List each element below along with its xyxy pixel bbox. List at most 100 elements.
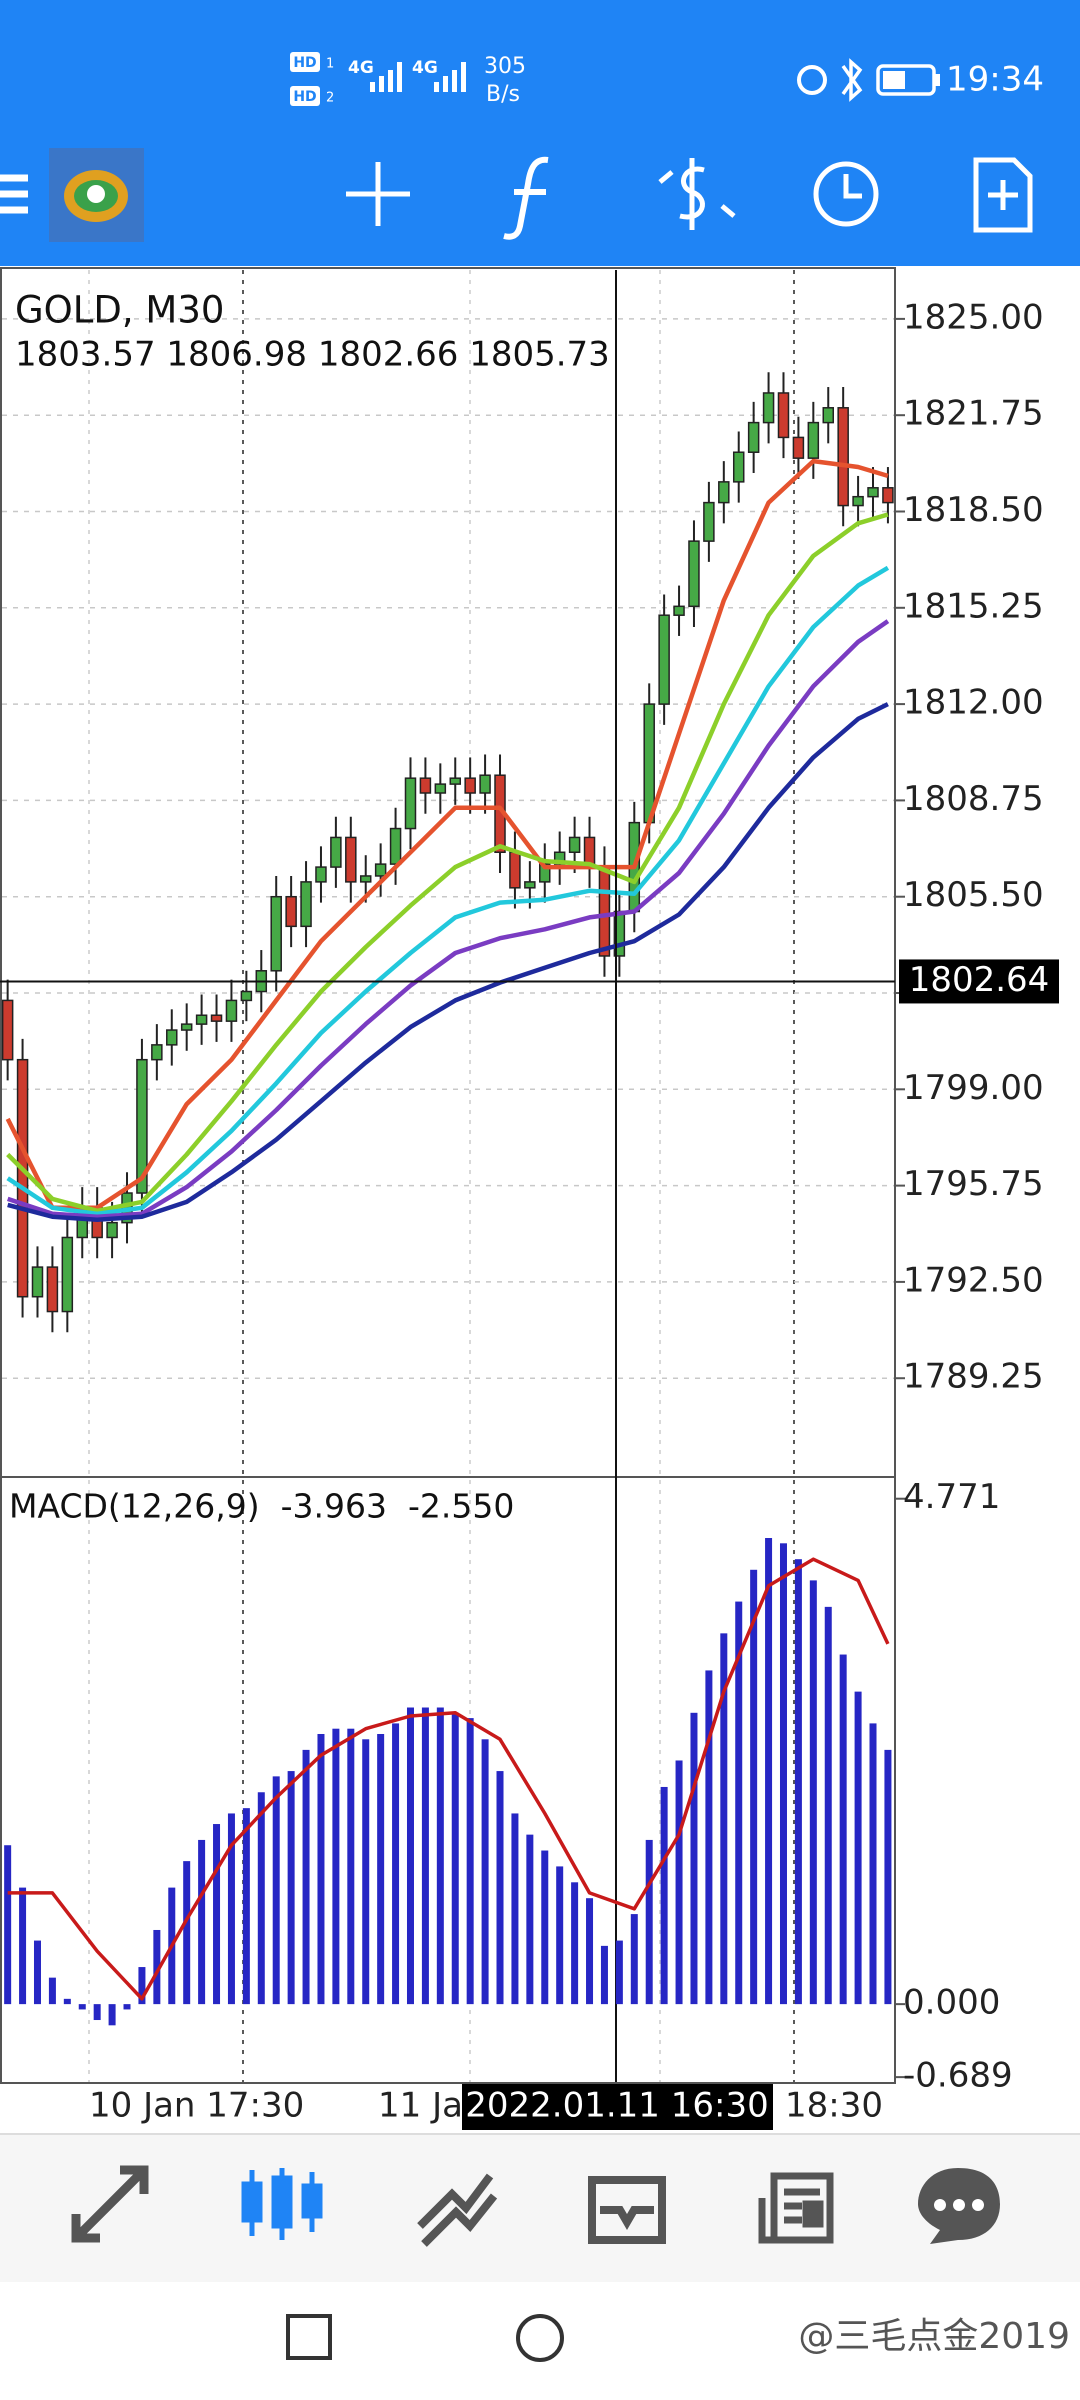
menu-button[interactable]	[0, 174, 28, 214]
histogram-bar	[541, 1850, 549, 2005]
quotes-tab[interactable]	[71, 2165, 149, 2243]
histogram-bar	[750, 1569, 758, 2005]
hd-text: HD	[293, 89, 316, 105]
clock: 19:34	[946, 60, 1044, 100]
recents-button[interactable]	[286, 2314, 332, 2360]
histogram-bar	[765, 1538, 773, 2005]
candle-body	[509, 851, 521, 889]
app-logo[interactable]	[49, 148, 144, 242]
chart-tab[interactable]	[241, 2168, 323, 2240]
y-tick-label: 1789.25	[903, 1357, 1044, 1397]
candle-body	[106, 1221, 118, 1239]
candle-body	[703, 501, 715, 542]
ohlc-values: 1803.57 1806.98 1802.66 1805.73	[15, 335, 610, 375]
histogram-bar	[48, 1977, 56, 2005]
candle-body	[31, 1266, 44, 1298]
histogram-bar	[481, 1739, 489, 2005]
candle-body	[718, 481, 730, 504]
news-tab[interactable]	[758, 2172, 834, 2244]
candle-body	[330, 836, 342, 868]
histogram-bar	[466, 1718, 474, 2005]
candle-body	[762, 392, 775, 424]
chart-layer: 1825.00 1821.75 1818.50 1815.25 1812.00 1808.…	[0, 270, 1059, 2130]
histogram-bar	[660, 1786, 668, 2005]
candle-body	[777, 392, 790, 439]
candle-body	[643, 703, 655, 824]
app-header	[0, 0, 1080, 266]
candle-body	[345, 836, 357, 883]
candle-body	[449, 777, 461, 785]
y-tick-label: 1792.50	[903, 1260, 1044, 1300]
candle-body	[464, 777, 476, 794]
chart-title: GOLD, M30	[15, 289, 224, 332]
nav-icons	[71, 2165, 1000, 2247]
histogram-bar	[809, 1580, 817, 2005]
candle-body	[822, 407, 834, 424]
histogram-bar	[571, 1882, 579, 2005]
toolbar	[0, 148, 1033, 242]
histogram-bar	[183, 1861, 191, 2005]
y-tick-label: 1818.50	[903, 490, 1044, 530]
indicator-line	[5, 458, 889, 1211]
y-tick-label: 1795.75	[903, 1164, 1044, 1204]
candle-body	[315, 866, 327, 883]
histogram-bar	[93, 2004, 101, 2021]
histogram-bar	[511, 1813, 519, 2005]
candle-body	[419, 777, 432, 794]
candle-body	[732, 451, 745, 483]
candle-body	[16, 1058, 29, 1298]
candle-body	[389, 827, 402, 865]
candle-body	[1, 999, 14, 1061]
histogram-bar	[19, 1887, 27, 2005]
signal-icon	[370, 62, 402, 92]
period-button[interactable]	[813, 161, 879, 227]
trade-button[interactable]	[658, 158, 736, 230]
histogram-bar	[586, 1898, 594, 2005]
network-type: 4G	[412, 58, 438, 78]
history-tab[interactable]	[588, 2176, 666, 2244]
indicators-button[interactable]	[503, 156, 549, 240]
y-tick-label: 1799.00	[903, 1068, 1044, 1108]
histogram-bar	[213, 1824, 221, 2005]
chat-tab[interactable]	[918, 2168, 1000, 2244]
status-bar: HD 1 HD 2 4G 4G 305 B/s 19:34	[290, 52, 1044, 107]
histogram-bar	[392, 1723, 400, 2005]
histogram-bar	[556, 1866, 564, 2005]
histogram-bar	[198, 1839, 206, 2005]
candle-body	[837, 407, 849, 507]
trade-tab[interactable]	[417, 2173, 498, 2247]
candle-body	[434, 783, 447, 794]
histogram-bar	[526, 1834, 534, 2005]
home-button[interactable]	[516, 2314, 564, 2362]
indicator-line	[6, 619, 890, 1219]
candle-body	[658, 614, 670, 705]
histogram-bar	[287, 1771, 295, 2005]
net-speed-unit: B/s	[486, 82, 520, 107]
histogram-bar	[108, 2004, 116, 2026]
histogram-bar	[63, 1998, 71, 2005]
candle-body	[359, 875, 372, 883]
histogram-bar	[138, 1967, 146, 2005]
candle-body	[61, 1236, 74, 1313]
histogram-bar	[377, 1733, 385, 2005]
candle-body	[792, 436, 805, 459]
battery-level	[883, 71, 905, 89]
candle-body	[882, 487, 894, 504]
histogram-bar	[347, 1728, 355, 2005]
chart-frame	[0, 267, 896, 2084]
histogram-bar	[123, 2004, 131, 2010]
histogram-bar	[630, 1914, 638, 2005]
new-order-button[interactable]	[973, 157, 1033, 233]
y-tick-label: 1815.25	[903, 586, 1044, 626]
system-nav	[0, 2282, 1080, 2400]
candle-body	[374, 863, 387, 877]
candle-body	[166, 1029, 178, 1046]
net-speed: 305	[484, 54, 526, 79]
candle-body	[136, 1058, 148, 1194]
hd-badge	[290, 52, 320, 72]
histogram-bar	[854, 1691, 862, 2005]
crosshair-button[interactable]	[346, 162, 410, 226]
histogram-bar	[362, 1739, 370, 2005]
